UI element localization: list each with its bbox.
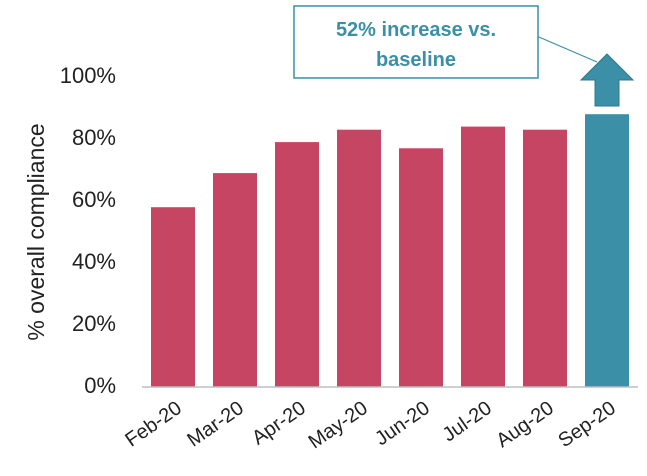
x-tick-label: Aug-20 [492,397,557,452]
bar-may-20 [337,129,381,387]
bar-apr-20 [275,142,319,387]
y-axis-title: % overall compliance [23,123,49,340]
callout-text-line2: baseline [376,49,456,71]
x-tick-label: Jul-20 [439,397,496,446]
y-tick-label: 20% [72,311,116,336]
x-tick-label: Feb-20 [121,397,186,451]
y-tick-label: 40% [72,249,116,274]
y-tick-label: 60% [72,187,116,212]
bar-feb-20 [151,207,195,387]
up-arrow-icon [579,53,635,107]
y-tick-label: 0% [84,373,116,398]
bar-jul-20 [461,126,505,387]
bar-sep-20 [585,114,629,387]
bar-mar-20 [213,173,257,387]
x-tick-label: Mar-20 [183,397,248,451]
x-tick-label: May-20 [305,397,372,453]
y-tick-label: 80% [72,125,116,150]
bar-jun-20 [399,148,443,387]
bar-aug-20 [523,129,567,387]
x-tick-label: Sep-20 [554,397,619,452]
callout-box [293,5,539,79]
y-tick-label: 100% [60,63,116,88]
callout-text-line1: 52% increase vs. [336,19,496,41]
x-tick-label: Apr-20 [248,397,310,449]
x-tick-label: Jun-20 [371,397,434,450]
